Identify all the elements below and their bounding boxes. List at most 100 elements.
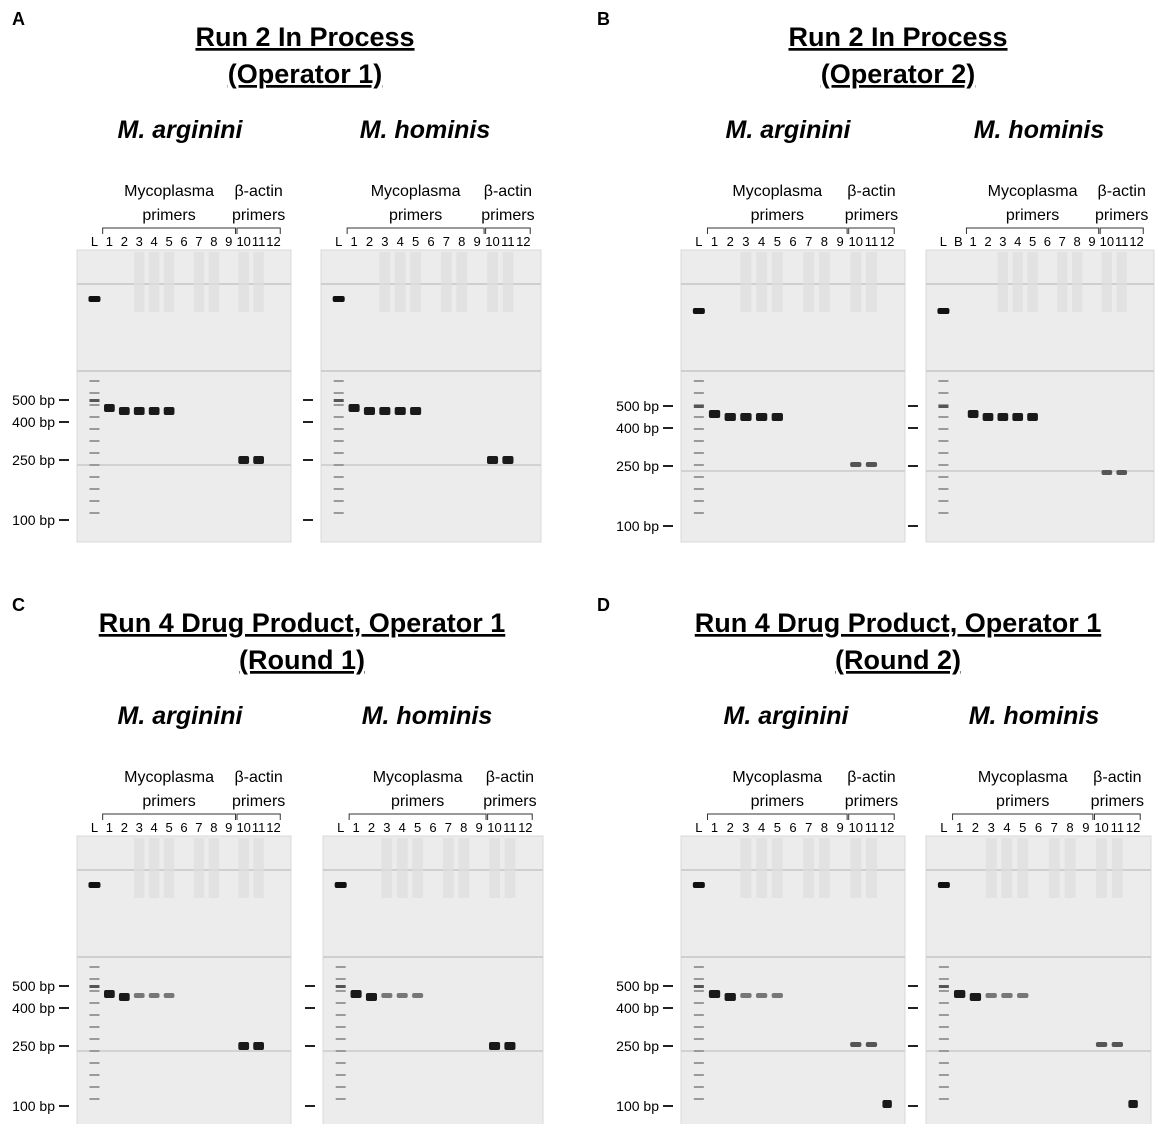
sample-band [997, 413, 1009, 421]
lane-label: 6 [789, 820, 796, 835]
lane-label: 1 [970, 234, 977, 249]
panel-title-line: Run 2 In Process [195, 22, 414, 52]
sample-band [410, 407, 422, 415]
lane-label: 8 [458, 234, 465, 249]
lane-label: 5 [412, 234, 419, 249]
ladder-band [333, 500, 344, 502]
actin-primers-label: primers [232, 207, 285, 224]
ladder-band [335, 1026, 346, 1028]
lane-label: 1 [106, 820, 113, 835]
ladder-band [89, 452, 100, 454]
sample-band [850, 462, 862, 467]
ladder-band [89, 985, 100, 988]
ladder-band [693, 428, 704, 430]
lane-label: 3 [383, 820, 390, 835]
marker-label: 100 bp [616, 1098, 659, 1114]
lane-label: 8 [210, 820, 217, 835]
well-smear [1057, 252, 1068, 312]
marker-label: 500 bp [616, 978, 659, 994]
marker-label: 400 bp [616, 420, 659, 436]
sample-band [708, 990, 721, 998]
lane-label: 1 [352, 820, 359, 835]
well-smear [456, 252, 468, 312]
lane-group-bracket [706, 813, 848, 820]
panel-c: C Run 4 Drug Product, Operator 1 (Round 1)… [12, 595, 544, 1124]
species-label: M. hominis [362, 702, 493, 730]
ladder-band [89, 399, 100, 402]
actin-primers-label: primers [845, 207, 898, 224]
ladder-band [89, 464, 100, 466]
sample-band [724, 413, 736, 421]
lane-label: 7 [445, 820, 452, 835]
lane-label: 4 [399, 820, 406, 835]
ladder-band [89, 1002, 100, 1004]
ladder-band [89, 512, 100, 514]
ladder-band [335, 990, 346, 992]
sample-band [489, 1042, 501, 1050]
well-smear [771, 252, 783, 312]
lane-label: 11 [865, 234, 879, 249]
lane-label: 3 [742, 820, 749, 835]
lane-label: 10 [1094, 820, 1108, 835]
lane-label: 11 [252, 234, 266, 249]
sample-band [379, 407, 391, 415]
ladder-band [335, 1062, 346, 1064]
marker-label: 100 bp [616, 518, 659, 534]
well-smear [208, 838, 220, 898]
well-smear [193, 838, 205, 898]
sample-band [1017, 993, 1029, 998]
mycoplasma-primers-label: primers [389, 207, 442, 224]
ladder-band [938, 990, 949, 992]
sample-band [1101, 470, 1113, 475]
sample-band [348, 404, 360, 412]
lane-label: L [337, 820, 344, 835]
lane-label: 7 [443, 234, 450, 249]
ladder-band [333, 512, 344, 514]
sample-band [953, 990, 966, 998]
lane-label: 10 [849, 234, 863, 249]
ladder-band [938, 416, 949, 418]
ladder-band [938, 978, 949, 980]
lane-label: 9 [836, 820, 843, 835]
ladder-band [333, 380, 344, 382]
sample-band [148, 407, 160, 415]
sample-band [104, 990, 115, 998]
ladder-band [938, 1038, 949, 1040]
sample-band [755, 413, 768, 421]
ladder-band [938, 1014, 949, 1016]
lane-label: 10 [487, 820, 501, 835]
lane-label: 4 [758, 234, 765, 249]
sample-band [487, 456, 499, 464]
sample-band [865, 462, 878, 467]
ladder-band [938, 1074, 949, 1076]
lane-label: 6 [789, 234, 796, 249]
ladder-band [938, 1062, 949, 1064]
marker-label: 500 bp [12, 392, 55, 408]
well-smear [865, 838, 877, 898]
marker-label: 250 bp [616, 458, 659, 474]
sample-band [163, 993, 175, 998]
lane-label: 12 [1129, 234, 1143, 249]
well-smear [394, 252, 406, 312]
ladder-band [938, 512, 949, 514]
sample-band [163, 407, 175, 415]
species-label: M. arginini [118, 702, 244, 730]
ladder-band [938, 464, 949, 466]
panel-title-line: (Operator 2) [821, 59, 976, 89]
well-smear [756, 838, 768, 898]
ladder-band [335, 1074, 346, 1076]
well-smear [253, 252, 264, 312]
well-smear [193, 252, 205, 312]
lane-label: L [940, 820, 947, 835]
sample-band [504, 1042, 516, 1050]
lane-group-bracket [236, 227, 281, 234]
well-smear [1027, 252, 1038, 312]
sample-band [238, 1042, 250, 1050]
well-smear [985, 838, 997, 898]
mycoplasma-primers-label: Mycoplasma [371, 183, 461, 200]
ladder-band [89, 1050, 100, 1052]
panel-d: D Run 4 Drug Product, Operator 1 (Round 2)… [597, 595, 1152, 1124]
